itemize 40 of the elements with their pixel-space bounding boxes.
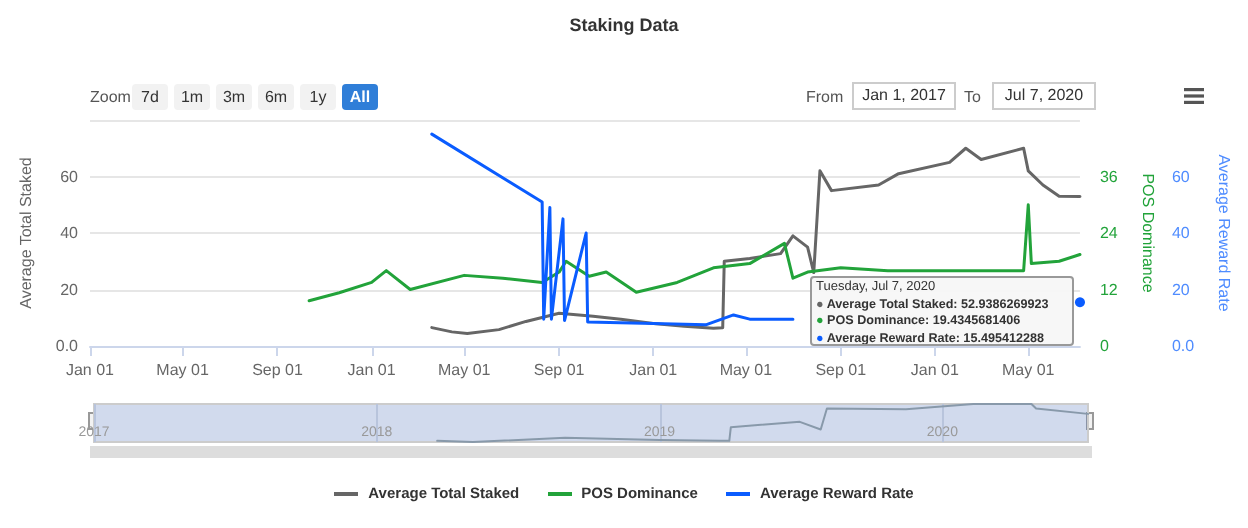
x-tick-label: Jan 01: [629, 361, 679, 379]
y3-tick-label: 20: [1171, 280, 1191, 299]
chart-title: Staking Data: [569, 15, 681, 35]
x-tick-label: Jan 01: [347, 361, 397, 379]
x-tick-label: Jan 01: [65, 361, 116, 379]
text: 1m: [174, 84, 210, 110]
line-series: [430, 146, 1082, 336]
y-tick-label: 20: [60, 280, 80, 299]
x-tick-label: May 01: [156, 361, 210, 379]
y-axis-title: Average Total Staked: [16, 157, 35, 309]
y-tick-label: 40: [60, 224, 80, 242]
text: From: [806, 86, 844, 110]
x-tick-label: May 01: [719, 361, 774, 379]
y2-axis-title: POS Dominance: [1138, 173, 1157, 294]
y3-tick-label: 40: [1171, 224, 1191, 242]
text: 6m: [258, 84, 294, 110]
y2-tick-label: 12: [1099, 280, 1119, 299]
text: All: [342, 84, 378, 110]
text: 1y: [300, 84, 336, 110]
y2-tick-label: 0: [1099, 337, 1110, 355]
text: Jul 7, 2020: [992, 82, 1096, 110]
y3-axis-title: Average Reward Rate: [1215, 154, 1233, 313]
line-series: [307, 203, 1082, 303]
y3-tick-label: 0.0: [1171, 337, 1196, 355]
x-tick-label: May 01: [1002, 361, 1056, 379]
x-tick-label: Sep 01: [252, 361, 304, 379]
text: Zoom: [90, 86, 131, 110]
text: Jan 1, 2017: [852, 82, 956, 110]
text: 3m: [216, 84, 252, 110]
y2-tick-label: 24: [1099, 224, 1119, 242]
x-tick-label: Sep 01: [533, 361, 586, 379]
y-tick-label: 60: [60, 167, 80, 186]
x-tick-label: Jan 01: [910, 361, 961, 379]
text: To: [964, 86, 981, 110]
y2-tick-label: 36: [1099, 167, 1119, 186]
y-tick-label: 0.0: [55, 337, 80, 355]
text: 7d: [132, 84, 168, 110]
y3-tick-label: 60: [1171, 167, 1191, 186]
x-tick-label: Sep 01: [815, 361, 868, 379]
x-tick-label: May 01: [437, 361, 492, 379]
